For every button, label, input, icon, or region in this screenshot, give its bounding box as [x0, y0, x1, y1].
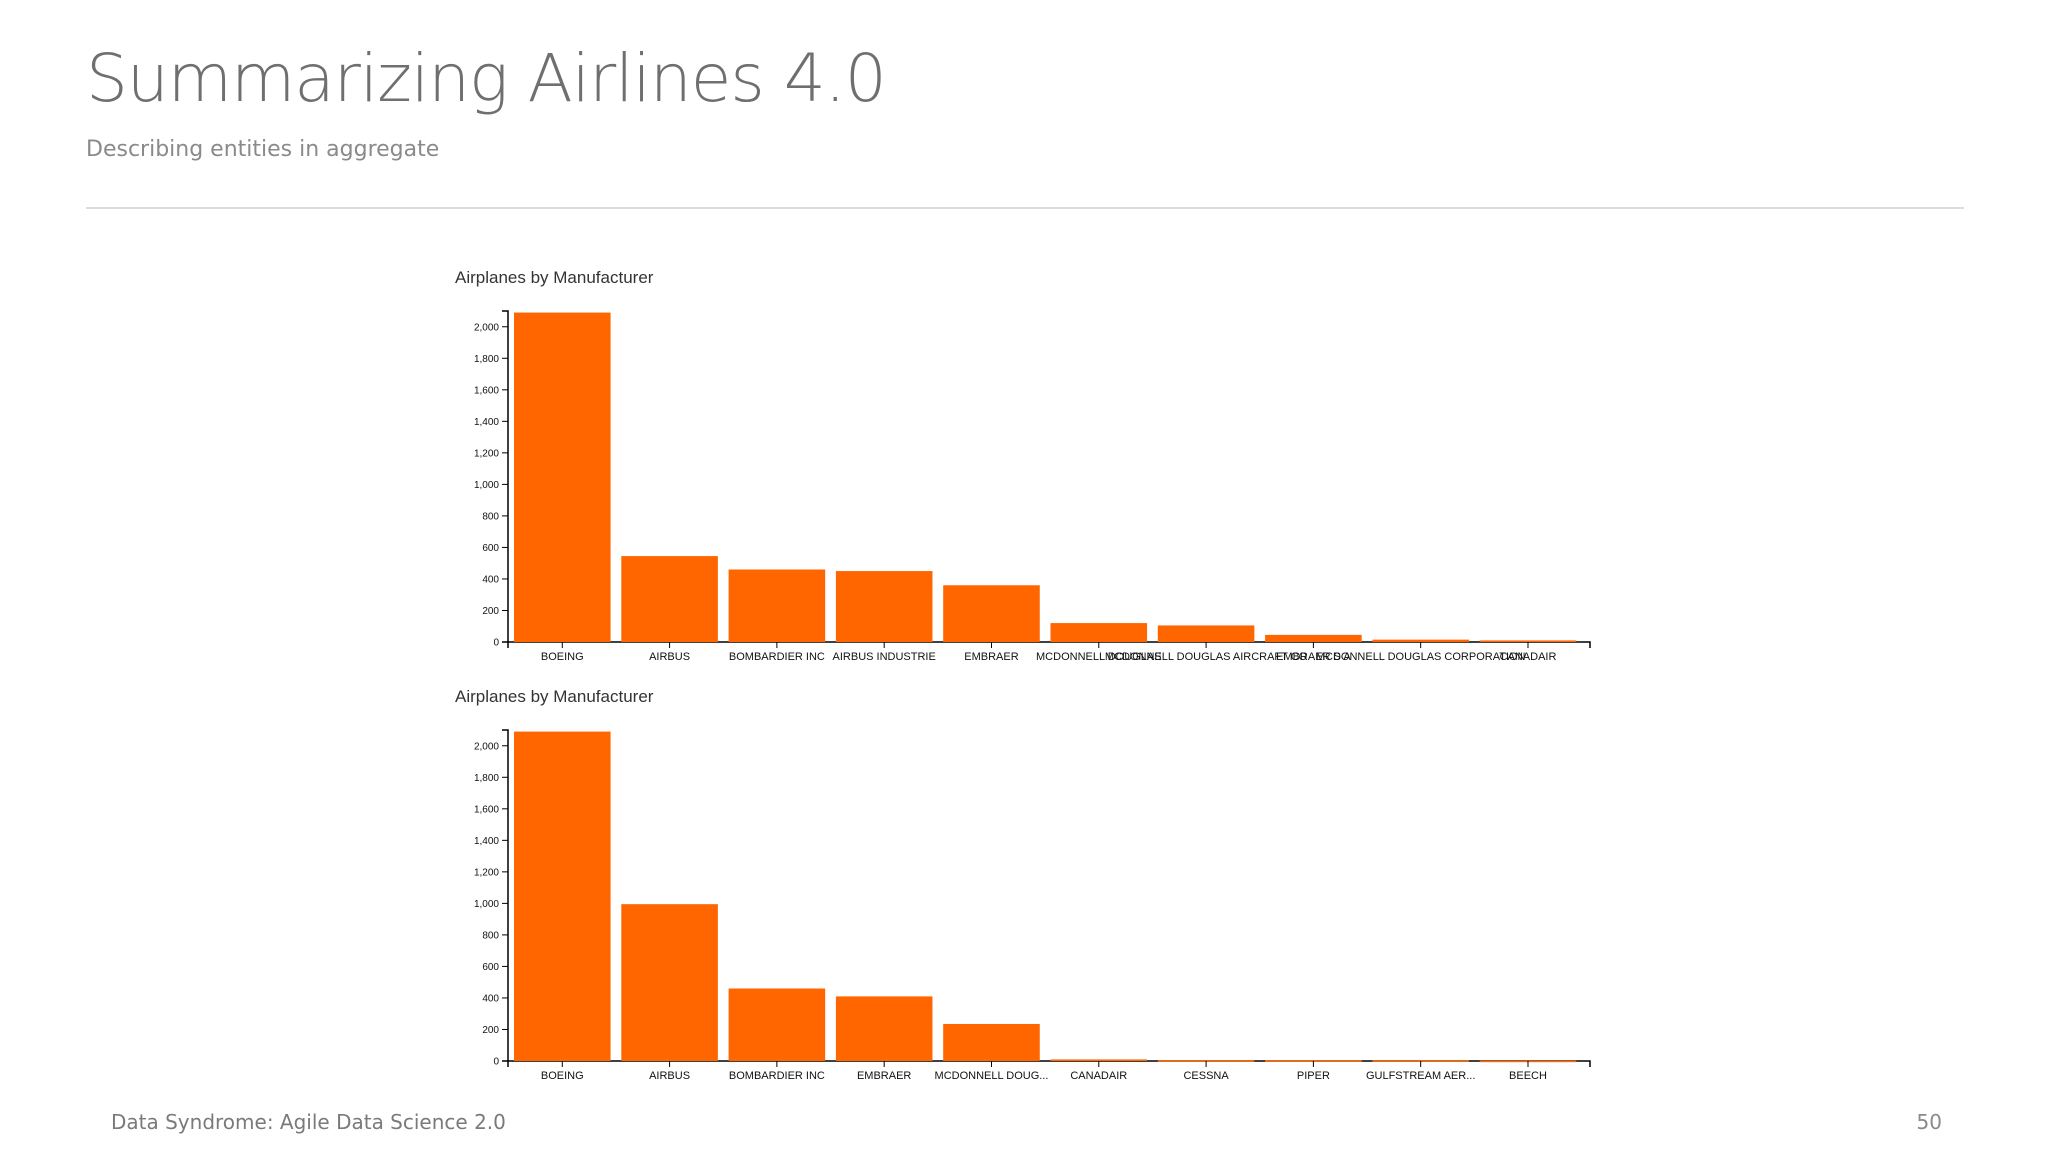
x-category-label: CANADAIR	[1500, 651, 1557, 663]
x-category-label: EMBRAER	[857, 1070, 911, 1082]
x-category-label: BEECH	[1509, 1070, 1547, 1082]
y-tick-label: 800	[482, 511, 499, 522]
y-tick-label: 1,000	[474, 480, 499, 491]
bar	[943, 585, 1040, 642]
y-tick-label: 1,000	[474, 899, 499, 910]
bar	[1157, 625, 1255, 642]
x-category-label: BOEING	[541, 1070, 584, 1082]
bar	[621, 556, 718, 642]
slide-title: Summarizing Airlines 4.0	[86, 40, 887, 117]
y-tick-label: 2,000	[474, 741, 499, 752]
bar	[943, 1023, 1040, 1061]
x-category-label: MCDONNELL DOUGLAS CORPORATION	[1316, 651, 1526, 663]
y-tick-label: 0	[493, 1057, 499, 1068]
title-divider	[86, 207, 1964, 209]
bar	[514, 312, 611, 642]
x-category-label: MCDONNELL DOUGLAS	[1036, 651, 1162, 663]
y-tick-label: 1,400	[474, 417, 499, 428]
bar	[1050, 623, 1148, 642]
x-category-label: CESSNA	[1183, 1070, 1229, 1082]
bar	[728, 569, 826, 642]
x-category-label: EMBRAER	[964, 651, 1018, 663]
y-tick-label: 2,000	[474, 322, 499, 333]
x-category-label: BOMBARDIER INC	[729, 1070, 825, 1082]
x-category-label: PIPER	[1297, 1070, 1330, 1082]
y-tick-label: 1,600	[474, 385, 499, 396]
x-category-label: AIRBUS	[649, 651, 690, 663]
bar	[1265, 634, 1362, 642]
x-axis-line	[507, 641, 1591, 648]
y-tick-label: 800	[482, 930, 499, 941]
x-category-label: BOMBARDIER INC	[729, 651, 825, 663]
footer-text: Data Syndrome: Agile Data Science 2.0	[111, 1110, 506, 1134]
x-category-label: BOEING	[541, 651, 584, 663]
chart-title: Airplanes by Manufacturer	[455, 687, 654, 706]
bar-chart-1: Airplanes by Manufacturer 0 200 400 600 800 1,…	[455, 268, 1591, 663]
y-tick-label: 400	[482, 993, 499, 1004]
slide-subtitle: Describing entities in aggregate	[86, 137, 440, 162]
bar-chart-2: Airplanes by Manufacturer 0 200 400 600 800 1,…	[455, 687, 1591, 1082]
bar	[1157, 1060, 1255, 1062]
y-tick-label: 1,400	[474, 836, 499, 847]
y-tick-label: 1,800	[474, 354, 499, 365]
x-category-label: EMBRAER S A	[1276, 651, 1351, 663]
page-number: 50	[1916, 1110, 1942, 1134]
x-category-label: MCDONNELL DOUG...	[935, 1070, 1049, 1082]
y-tick-label: 600	[482, 962, 499, 973]
x-category-label: CANADAIR	[1070, 1070, 1127, 1082]
y-tick-label: 1,200	[474, 448, 499, 459]
bar	[835, 996, 933, 1061]
y-tick-label: 1,600	[474, 804, 499, 815]
chart-title: Airplanes by Manufacturer	[455, 268, 654, 287]
y-tick-label: 1,200	[474, 867, 499, 878]
bar	[1479, 640, 1577, 642]
y-tick-label: 1,800	[474, 773, 499, 784]
x-category-label: AIRBUS	[649, 1070, 690, 1082]
bar	[621, 904, 718, 1061]
bar	[835, 571, 933, 642]
bar	[1372, 639, 1469, 642]
y-tick-label: 400	[482, 574, 499, 585]
bar	[728, 988, 826, 1061]
y-tick-label: 600	[482, 543, 499, 554]
bar	[514, 731, 611, 1061]
x-category-label: GULFSTREAM AER...	[1366, 1070, 1475, 1082]
y-axis-line	[502, 310, 509, 643]
y-axis-line	[502, 729, 509, 1062]
x-category-label: MCDONNELL DOUGLAS AIRCRAFT CO	[1105, 651, 1308, 663]
y-tick-label: 200	[482, 1025, 499, 1036]
y-tick-label: 0	[493, 638, 499, 649]
y-tick-label: 200	[482, 606, 499, 617]
x-category-label: AIRBUS INDUSTRIE	[833, 651, 936, 663]
bar	[1050, 1059, 1148, 1061]
x-axis-line	[507, 1060, 1591, 1067]
